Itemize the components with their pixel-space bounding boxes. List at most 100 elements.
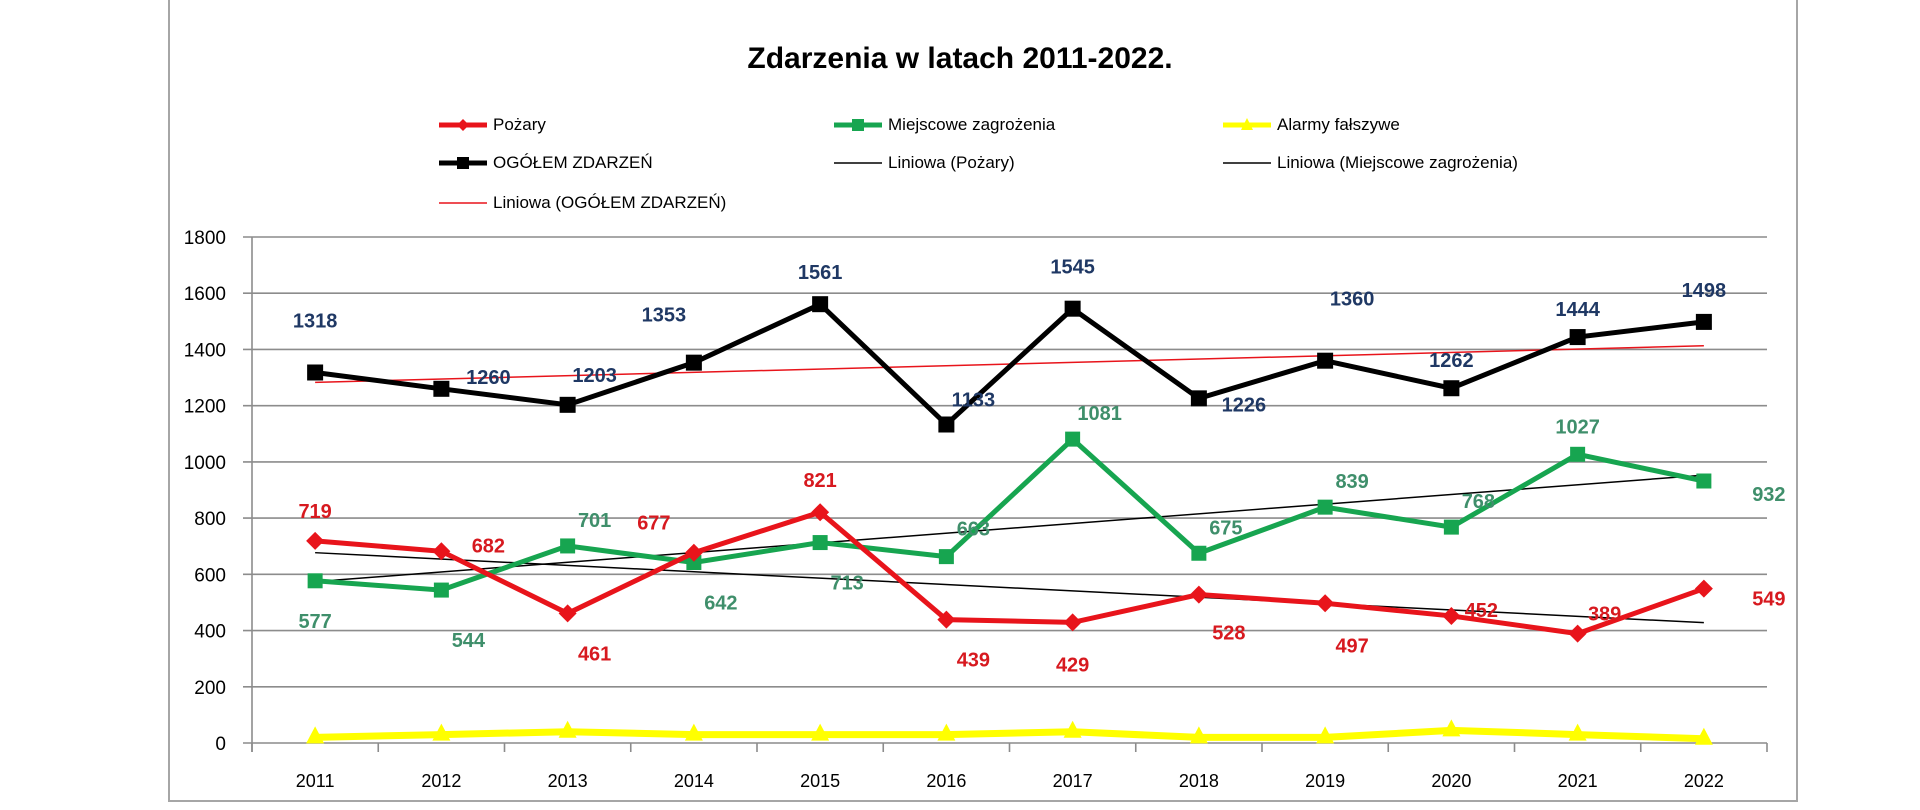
- data-label: 1133: [952, 390, 995, 412]
- square-marker-icon: [938, 416, 955, 433]
- x-tick-label: 2014: [674, 771, 714, 791]
- square-marker-icon: [1443, 380, 1460, 397]
- series-line: [314, 301, 1705, 428]
- data-label: 452: [1465, 600, 1498, 622]
- data-label: 1262: [1429, 350, 1474, 372]
- data-label: 1081: [1077, 403, 1122, 425]
- data-label: 1027: [1555, 416, 1600, 438]
- x-tick-label: 2013: [548, 771, 588, 791]
- legend-label: Miejscowe zagrożenia: [888, 115, 1056, 134]
- legend-label: Alarmy fałszywe: [1277, 115, 1400, 134]
- diamond-marker-icon: [811, 503, 830, 522]
- legend-line-triangle-icon: [1223, 118, 1271, 130]
- data-label: 713: [830, 573, 863, 595]
- x-tick-label: 2019: [1305, 771, 1345, 791]
- x-tick-label: 2018: [1179, 771, 1219, 791]
- square-marker-icon: [433, 582, 449, 598]
- y-tick-label: 1400: [184, 340, 226, 361]
- data-label: 1360: [1330, 289, 1375, 311]
- data-label: 439: [957, 650, 990, 672]
- x-tick-label: 2020: [1431, 771, 1471, 791]
- legend-trendline-icon: [439, 202, 487, 204]
- axes: 0 200 400 600 800 1000 1200 1400 1600 1800 2011 201…: [184, 228, 1768, 791]
- data-label: 461: [578, 643, 611, 665]
- diamond-marker-icon: [1189, 585, 1208, 604]
- square-marker-icon: [307, 364, 324, 381]
- data-label: 1318: [293, 310, 338, 332]
- x-tick-label: 2015: [800, 771, 840, 791]
- y-tick-label: 1800: [184, 228, 226, 249]
- data-label: 389: [1588, 604, 1621, 626]
- data-label: 1226: [1222, 394, 1267, 416]
- square-marker-icon: [1569, 329, 1586, 346]
- square-marker-icon: [1443, 519, 1459, 535]
- triangle-marker-icon: [1063, 720, 1082, 738]
- diamond-marker-icon: [1316, 594, 1335, 613]
- data-labels: 719 682 461 677 821 439 429 528 497 452 389 549 577 5…: [293, 257, 1786, 677]
- legend-trendline-icon: [1223, 162, 1271, 164]
- triangle-marker-icon: [1189, 726, 1208, 744]
- square-marker-icon: [685, 354, 702, 371]
- legend-line-diamond-icon: [439, 119, 487, 131]
- legend-trendline-icon: [834, 162, 882, 164]
- series-lines: [306, 296, 1713, 745]
- diamond-marker-icon: [432, 542, 451, 561]
- data-label: 642: [704, 593, 737, 615]
- diamond-marker-icon: [937, 610, 956, 629]
- data-label: 1561: [798, 262, 843, 284]
- legend-item-liniowa-miejscowe: Liniowa (Miejscowe zagrożenia): [1221, 153, 1518, 173]
- square-marker-icon: [1695, 313, 1712, 330]
- data-label: 1260: [466, 367, 511, 389]
- triangle-marker-icon: [684, 723, 703, 741]
- data-label: 682: [472, 535, 505, 557]
- y-tick-label: 1200: [184, 397, 226, 418]
- chart-area: [168, 0, 1798, 802]
- data-label: 528: [1212, 623, 1245, 645]
- y-tick-label: 1600: [184, 284, 226, 305]
- data-label: 701: [578, 510, 611, 532]
- square-marker-icon: [1191, 545, 1207, 561]
- series-line: [315, 726, 1704, 743]
- data-label: 663: [957, 519, 990, 541]
- diamond-marker-icon: [1063, 613, 1082, 632]
- series-line: [314, 435, 1705, 593]
- x-tick-label: 2012: [421, 771, 461, 791]
- data-label: 932: [1752, 484, 1785, 506]
- square-marker-icon: [559, 396, 576, 413]
- x-tick-label: 2016: [926, 771, 966, 791]
- legend-label: Liniowa (Pożary): [888, 153, 1015, 172]
- square-marker-icon: [1064, 300, 1081, 317]
- data-label: 768: [1462, 491, 1495, 513]
- data-label: 497: [1335, 635, 1368, 657]
- square-marker-icon: [1570, 446, 1586, 462]
- x-tick-label: 2017: [1053, 771, 1093, 791]
- triangle-marker-icon: [811, 723, 830, 741]
- triangle-marker-icon: [937, 723, 956, 741]
- data-label: 839: [1335, 471, 1368, 493]
- square-marker-icon: [1696, 473, 1712, 489]
- y-tick-label: 600: [194, 565, 226, 586]
- legend-label: Liniowa (Miejscowe zagrożenia): [1277, 153, 1518, 172]
- data-label: 544: [452, 630, 486, 652]
- square-marker-icon: [938, 549, 954, 565]
- y-tick-label: 800: [194, 509, 226, 530]
- square-marker-icon: [560, 538, 576, 554]
- data-label: 719: [298, 501, 331, 523]
- legend-item-liniowa-pozary: Liniowa (Pożary): [832, 153, 1015, 173]
- x-tick-label: 2021: [1558, 771, 1598, 791]
- square-marker-icon: [1317, 499, 1333, 515]
- data-label: 1498: [1682, 280, 1727, 302]
- legend-line-square-icon: [834, 119, 882, 131]
- y-tick-label: 400: [194, 622, 226, 643]
- legend-item-alarmy-falszywe: Alarmy fałszywe: [1221, 115, 1400, 135]
- square-marker-icon: [812, 535, 828, 551]
- diamond-marker-icon: [1442, 606, 1461, 625]
- trendlines: [315, 345, 1704, 624]
- data-label: 677: [637, 513, 670, 535]
- x-tick-label: 2022: [1684, 771, 1724, 791]
- data-label: 429: [1056, 654, 1089, 676]
- legend-label: OGÓŁEM ZDARZEŃ: [493, 153, 653, 172]
- diamond-marker-icon: [1694, 579, 1713, 598]
- series-line: [314, 509, 1705, 637]
